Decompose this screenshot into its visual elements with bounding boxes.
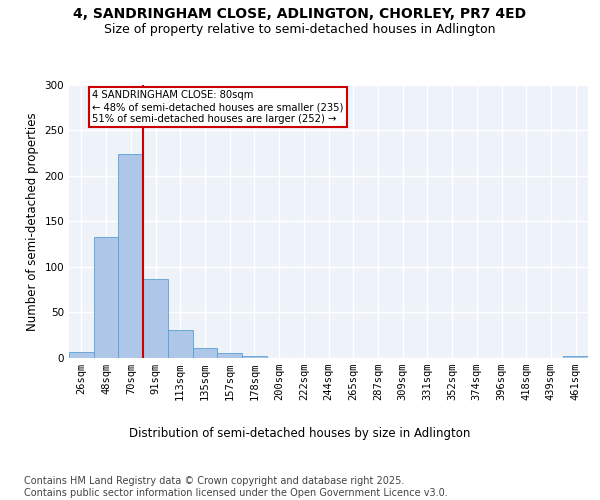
Text: 4 SANDRINGHAM CLOSE: 80sqm
← 48% of semi-detached houses are smaller (235)
51% o: 4 SANDRINGHAM CLOSE: 80sqm ← 48% of semi… <box>92 90 344 124</box>
Bar <box>69 352 94 358</box>
Bar <box>193 348 217 358</box>
Bar <box>168 330 193 357</box>
Bar <box>217 353 242 358</box>
Bar <box>242 356 267 358</box>
Text: 4, SANDRINGHAM CLOSE, ADLINGTON, CHORLEY, PR7 4ED: 4, SANDRINGHAM CLOSE, ADLINGTON, CHORLEY… <box>73 8 527 22</box>
Text: Distribution of semi-detached houses by size in Adlington: Distribution of semi-detached houses by … <box>130 428 470 440</box>
Y-axis label: Number of semi-detached properties: Number of semi-detached properties <box>26 112 39 330</box>
Bar <box>143 280 168 357</box>
Bar <box>94 236 118 358</box>
Bar <box>563 356 588 358</box>
Bar <box>118 154 143 358</box>
Text: Contains HM Land Registry data © Crown copyright and database right 2025.
Contai: Contains HM Land Registry data © Crown c… <box>24 476 448 498</box>
Text: Size of property relative to semi-detached houses in Adlington: Size of property relative to semi-detach… <box>104 22 496 36</box>
